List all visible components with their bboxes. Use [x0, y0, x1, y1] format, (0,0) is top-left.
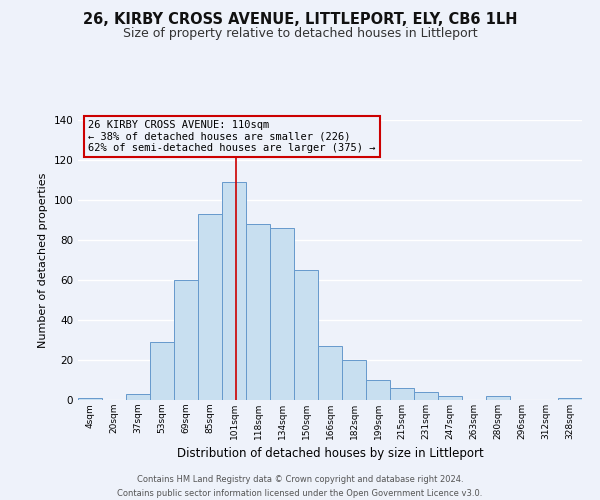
Text: 26 KIRBY CROSS AVENUE: 110sqm
← 38% of detached houses are smaller (226)
62% of : 26 KIRBY CROSS AVENUE: 110sqm ← 38% of d…	[88, 120, 376, 153]
Bar	[558, 398, 582, 400]
X-axis label: Distribution of detached houses by size in Littleport: Distribution of detached houses by size …	[176, 448, 484, 460]
Bar	[414, 392, 438, 400]
Bar	[294, 270, 318, 400]
Bar	[366, 380, 390, 400]
Bar	[78, 398, 102, 400]
Bar	[486, 396, 510, 400]
Bar	[198, 214, 222, 400]
Bar	[390, 388, 414, 400]
Bar	[126, 394, 150, 400]
Bar	[222, 182, 246, 400]
Text: Contains HM Land Registry data © Crown copyright and database right 2024.
Contai: Contains HM Land Registry data © Crown c…	[118, 476, 482, 498]
Bar	[174, 280, 198, 400]
Bar	[150, 342, 174, 400]
Bar	[318, 346, 342, 400]
Text: 26, KIRBY CROSS AVENUE, LITTLEPORT, ELY, CB6 1LH: 26, KIRBY CROSS AVENUE, LITTLEPORT, ELY,…	[83, 12, 517, 28]
Bar	[438, 396, 462, 400]
Bar	[246, 224, 270, 400]
Bar	[342, 360, 366, 400]
Text: Size of property relative to detached houses in Littleport: Size of property relative to detached ho…	[122, 28, 478, 40]
Bar	[270, 228, 294, 400]
Y-axis label: Number of detached properties: Number of detached properties	[38, 172, 48, 348]
